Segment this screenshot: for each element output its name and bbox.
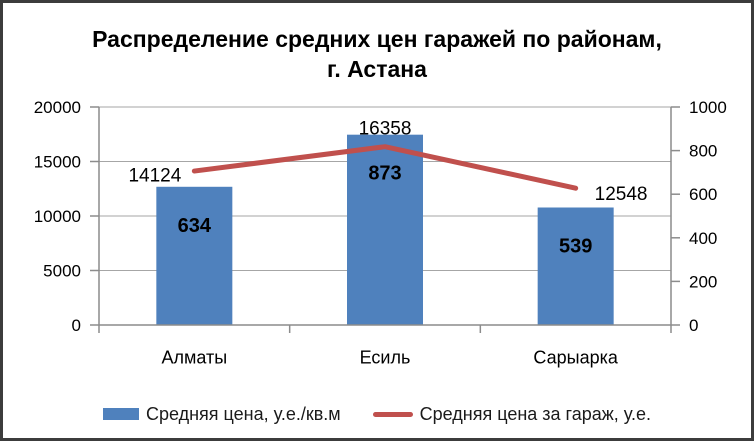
bar-1 [347, 134, 423, 325]
left-axis-tick-label: 0 [72, 316, 81, 335]
left-axis-tick-label: 10000 [34, 207, 81, 226]
right-axis-tick-label: 1000 [689, 98, 727, 117]
price-line [191, 144, 579, 191]
chart-plot-area: 0 5000 10000 15000 20000 0 200 400 600 800 1000 634… [34, 98, 727, 367]
bar-series-swatch-icon [102, 408, 139, 420]
legend-item-line-series: Средняя цена за гараж, у.е. [372, 403, 652, 425]
bar-value-label: 634 [178, 215, 212, 237]
right-axis-tick-label: 600 [689, 185, 717, 204]
right-axis-tick-label: 0 [689, 316, 698, 335]
right-axis-tick-label: 200 [689, 272, 717, 291]
category-label: Алматы [161, 347, 227, 367]
chart-title-line2: г. Астана [327, 56, 427, 82]
line-value-label: 14124 [128, 166, 181, 187]
left-axis-tick-label: 5000 [43, 261, 81, 280]
category-label: Сарыарка [533, 347, 618, 367]
bar-0 [156, 186, 233, 325]
right-axis-tick-label: 800 [689, 142, 717, 161]
line-series-swatch-icon [372, 411, 413, 417]
category-label: Есиль [360, 347, 411, 367]
line-series-label: Средняя цена за гараж, у.е. [419, 403, 652, 424]
bar-value-label: 873 [368, 163, 401, 185]
left-axis-tick-label: 15000 [34, 152, 81, 171]
bar-value-label: 539 [559, 235, 592, 257]
legend-item-bar-series: Средняя цена, у.е./кв.м [102, 403, 341, 425]
chart-title: Распределение средних цен гаражей по рай… [3, 24, 751, 84]
left-axis-tick-label: 20000 [34, 98, 81, 117]
line-value-label: 16358 [359, 118, 412, 139]
bar-series-label: Средняя цена, у.е./кв.м [145, 403, 341, 424]
line-value-label: 12548 [595, 184, 648, 205]
bar-2 [537, 207, 614, 325]
chart-title-line1: Распределение средних цен гаражей по рай… [92, 26, 662, 52]
legend: Средняя цена, у.е./кв.м Средняя цена за … [3, 401, 751, 427]
right-axis-tick-label: 400 [689, 229, 717, 248]
